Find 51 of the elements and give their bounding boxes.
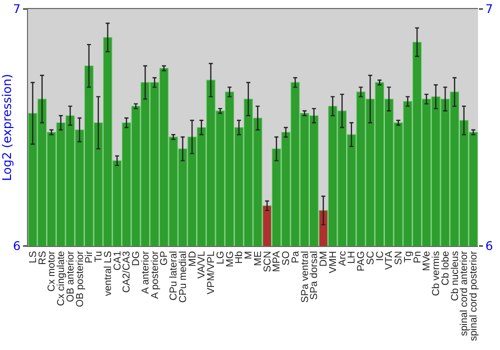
x-tick-label: Tu [94,251,105,262]
x-tick-label: ME [252,250,264,266]
x-tick-label: M [244,251,255,260]
x-tick-label: MPA [272,250,283,272]
x-tick-label: Arc [337,251,348,266]
x-tick-label: OB anterior [65,250,76,302]
x-tick-label: A posterior [150,250,161,299]
x-tick-label: Cx cingulate [56,250,68,306]
x-tick-label: PAG [356,250,368,272]
x-tick-label: DM [318,251,330,267]
x-tick-label: CPu medial [178,251,189,303]
x-tick-label: A anterior [140,250,152,294]
x-tick-label: spinal cord anterior [459,250,470,336]
x-tick-label: GP [159,250,170,266]
x-tick-label: OB posterior [74,250,86,308]
x-tick-label: RS [37,250,48,265]
x-tick-label: DG [131,250,142,266]
x-tick-label: Tg [402,251,414,263]
x-tick-label: LG [215,250,226,264]
x-tick-label: Cb vermis [431,251,442,296]
x-tick-label: SPa dorsal [309,251,320,300]
x-tick-label: VA/VL [196,250,208,279]
x-tick-label: Cb nucleus [450,251,461,302]
y2-tick-label: 6 [485,239,494,254]
x-tick-label: VMH [328,251,339,274]
y-axis-title: Log2 (expression) [0,74,14,181]
x-tick-label: Cx motor [46,250,58,292]
x-tick-label: CPu lateral [168,251,180,300]
x-tick-label: MD [187,251,198,267]
x-tick-label: VPM/VPL [206,250,218,294]
x-tick-label: CA1 [112,250,124,270]
x-tick-label: VTA [384,250,396,270]
x-tick-label: Pa [290,250,302,264]
x-tick-label: SCN [262,251,274,272]
x-tick-label: SC [365,251,376,265]
y2-tick-label: 7 [485,2,494,16]
x-tick-label: Cb lobe [440,250,452,286]
x-tick-label: ventral LS [102,250,114,296]
x-tick-label: Pir [84,250,96,264]
x-tick-label: MVe [422,250,433,272]
x-tick-label: SN [394,251,405,265]
x-tick-label: LS [28,250,39,264]
x-tick-label: MG [224,250,236,268]
x-tick-label: IC [374,251,386,261]
x-tick-label: spinal cord posterior [468,250,480,342]
x-tick-label: Pn [412,251,424,264]
x-tick-label: LH [346,251,358,264]
x-tick-label: Hb [234,250,246,264]
x-tick-label: SPa ventral [300,251,311,303]
x-tick-label: SO [281,250,292,266]
x-tick-label: CA2/CA3 [122,250,133,293]
